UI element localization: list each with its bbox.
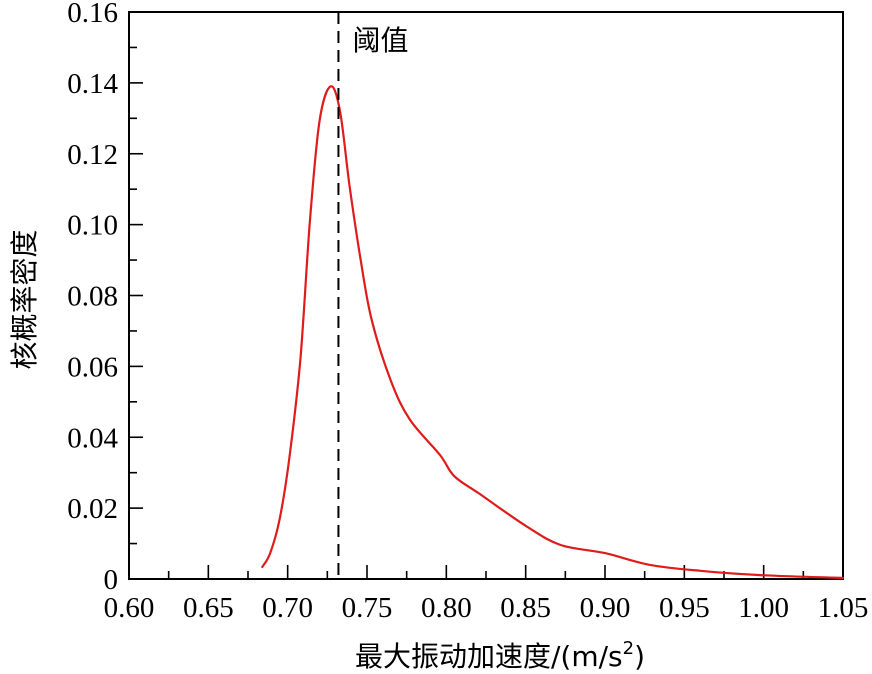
x-tick-label: 0.85 (500, 592, 551, 624)
plot-border (128, 11, 844, 580)
y-axis-title: 核概率密度 (8, 229, 41, 369)
x-axis: 0.60 0.65 0.70 0.75 0.80 0.85 0.90 0.95 1.00 1.05 (104, 565, 869, 624)
x-tick-label: 0.70 (262, 592, 313, 624)
x-axis-title-base: 最大振动加速度/(m/s (355, 640, 623, 673)
threshold-label: 阈值 (352, 24, 408, 57)
x-tick-label: 0.80 (421, 592, 472, 624)
y-tick-label: 0.16 (67, 0, 118, 29)
x-tick-label: 0.95 (659, 592, 710, 624)
x-axis-title-superscript: 2 (623, 638, 634, 659)
y-tick-label: 0 (104, 564, 119, 596)
y-tick-label: 0.04 (67, 422, 118, 454)
plot-frame (128, 11, 844, 580)
x-tick-label: 0.60 (104, 592, 155, 624)
x-tick-label: 0.65 (183, 592, 234, 624)
density-curve (261, 85, 845, 579)
y-tick-label: 0.10 (67, 210, 118, 242)
x-tick-label: 0.75 (342, 592, 393, 624)
x-tick-label: 1.00 (738, 592, 789, 624)
x-axis-title: 最大振动加速度/(m/s2) (355, 638, 645, 673)
y-tick-label: 0.12 (67, 139, 118, 171)
y-axis: 0 0.02 0.04 0.06 0.08 0.10 0.12 0.14 0.16 (67, 0, 143, 596)
y-tick-label: 0.02 (67, 493, 118, 525)
y-tick-label: 0.14 (67, 68, 118, 100)
y-tick-label: 0.08 (67, 281, 118, 313)
x-tick-label: 1.05 (818, 592, 869, 624)
x-tick-label: 0.90 (580, 592, 631, 624)
x-axis-title-tail: ) (634, 640, 645, 673)
y-tick-label: 0.06 (67, 351, 118, 383)
